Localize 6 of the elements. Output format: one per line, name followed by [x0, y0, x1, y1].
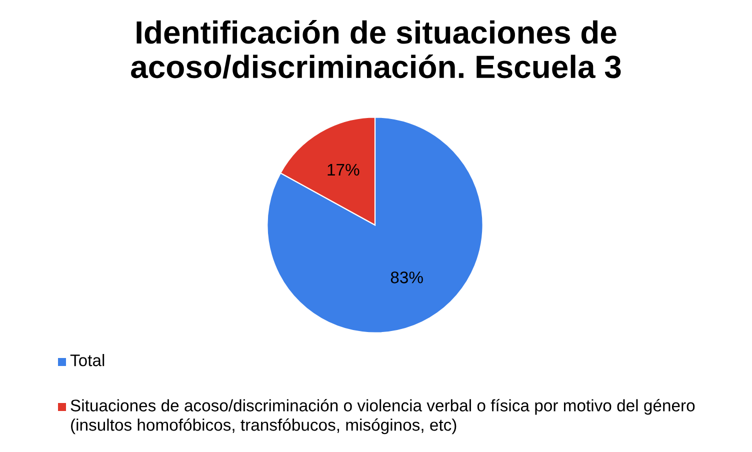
legend-label: Situaciones de acoso/discriminación o violencia verbal o física por motivo del género (insultos homofóbicos, transfóbucos, misóginos, etc) — [70, 399, 695, 434]
pie-slice — [266, 116, 484, 334]
data-label: 83% — [390, 272, 423, 284]
data-label: 17% — [328, 164, 360, 176]
chart-title: Identificación de situaciones de acoso/discriminación. Escuela 3 — [131, 20, 621, 79]
legend-label: Total — [70, 354, 104, 366]
